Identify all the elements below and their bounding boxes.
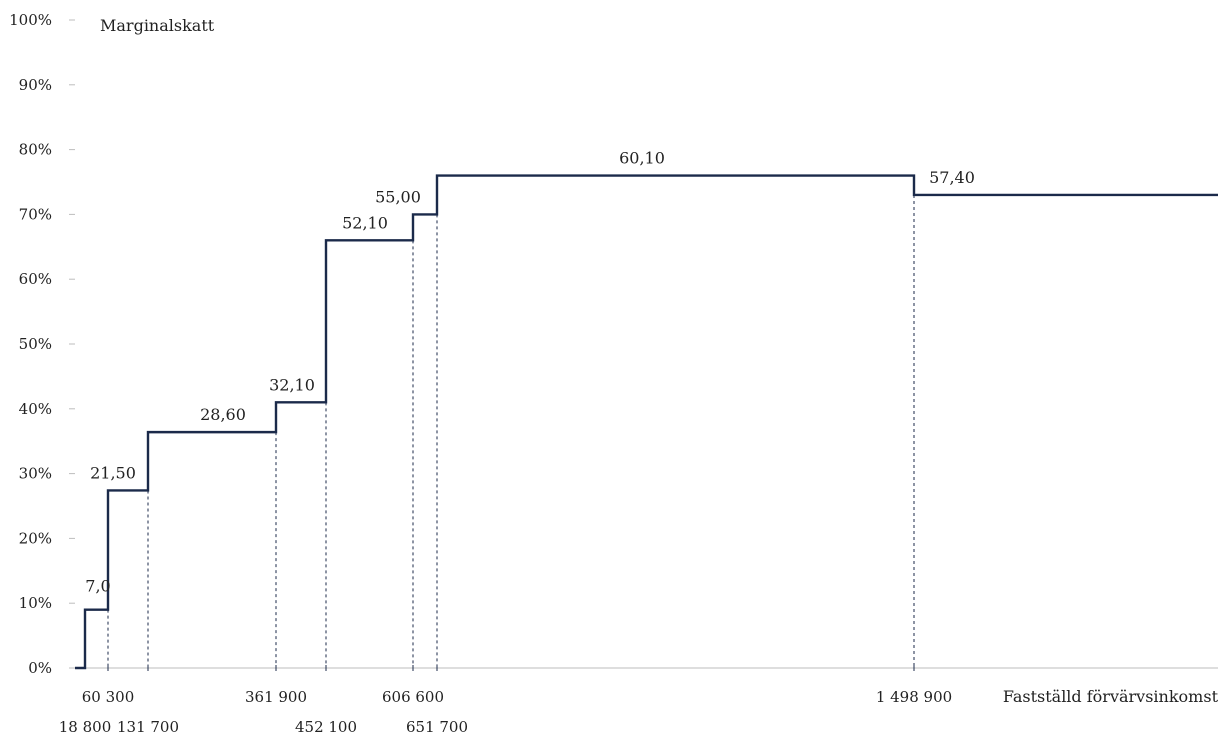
x-tick-label: 361 900 bbox=[245, 688, 307, 706]
value-labels: 7,0 21,50 28,60 32,10 52,10 55,00 60,10 57,40 bbox=[85, 149, 975, 596]
x-tick-label: 1 498 900 bbox=[876, 688, 952, 706]
step-value-label: 55,00 bbox=[375, 187, 421, 206]
step-value-label: 7,0 bbox=[85, 577, 110, 596]
y-tick-label: 30% bbox=[19, 465, 52, 483]
step-value-label: 60,10 bbox=[619, 149, 665, 168]
y-tick-label: 90% bbox=[19, 76, 52, 94]
marginal-tax-step-line bbox=[75, 174, 1218, 670]
x-tick-label: 452 100 bbox=[295, 718, 357, 736]
step-value-label: 52,10 bbox=[342, 213, 388, 232]
x-axis: 18 800 60 300 131 700 361 900 452 100 606 600… bbox=[59, 667, 1218, 736]
y-tick-label: 10% bbox=[19, 594, 52, 612]
y-tick-label: 60% bbox=[19, 270, 52, 288]
y-tick-label: 80% bbox=[19, 141, 52, 159]
y-tick-label: 100% bbox=[9, 11, 52, 29]
y-axis: 0% 10% 20% 30% 40% 50% 60% 70% 80% 90% 100% bbox=[9, 11, 75, 677]
x-tick-label: 651 700 bbox=[406, 718, 468, 736]
x-tick-label: 131 700 bbox=[117, 718, 179, 736]
step-value-label: 32,10 bbox=[269, 375, 315, 394]
x-axis-label: Fastställd förvärvsinkomst bbox=[1003, 687, 1219, 706]
drop-lines bbox=[107, 194, 915, 671]
step-value-label: 57,40 bbox=[929, 168, 975, 187]
x-tick-label: 60 300 bbox=[82, 688, 135, 706]
y-tick-label: 70% bbox=[19, 205, 52, 223]
y-tick-label: 20% bbox=[19, 529, 52, 547]
step-value-label: 28,60 bbox=[200, 405, 246, 424]
y-tick-label: 0% bbox=[28, 659, 52, 677]
x-tick-label: 606 600 bbox=[382, 688, 444, 706]
y-tick-label: 40% bbox=[19, 400, 52, 418]
step-value-label: 21,50 bbox=[90, 463, 136, 482]
y-tick-label: 50% bbox=[19, 335, 52, 353]
y-axis-label: Marginalskatt bbox=[100, 16, 215, 35]
x-tick-label: 18 800 bbox=[59, 718, 112, 736]
